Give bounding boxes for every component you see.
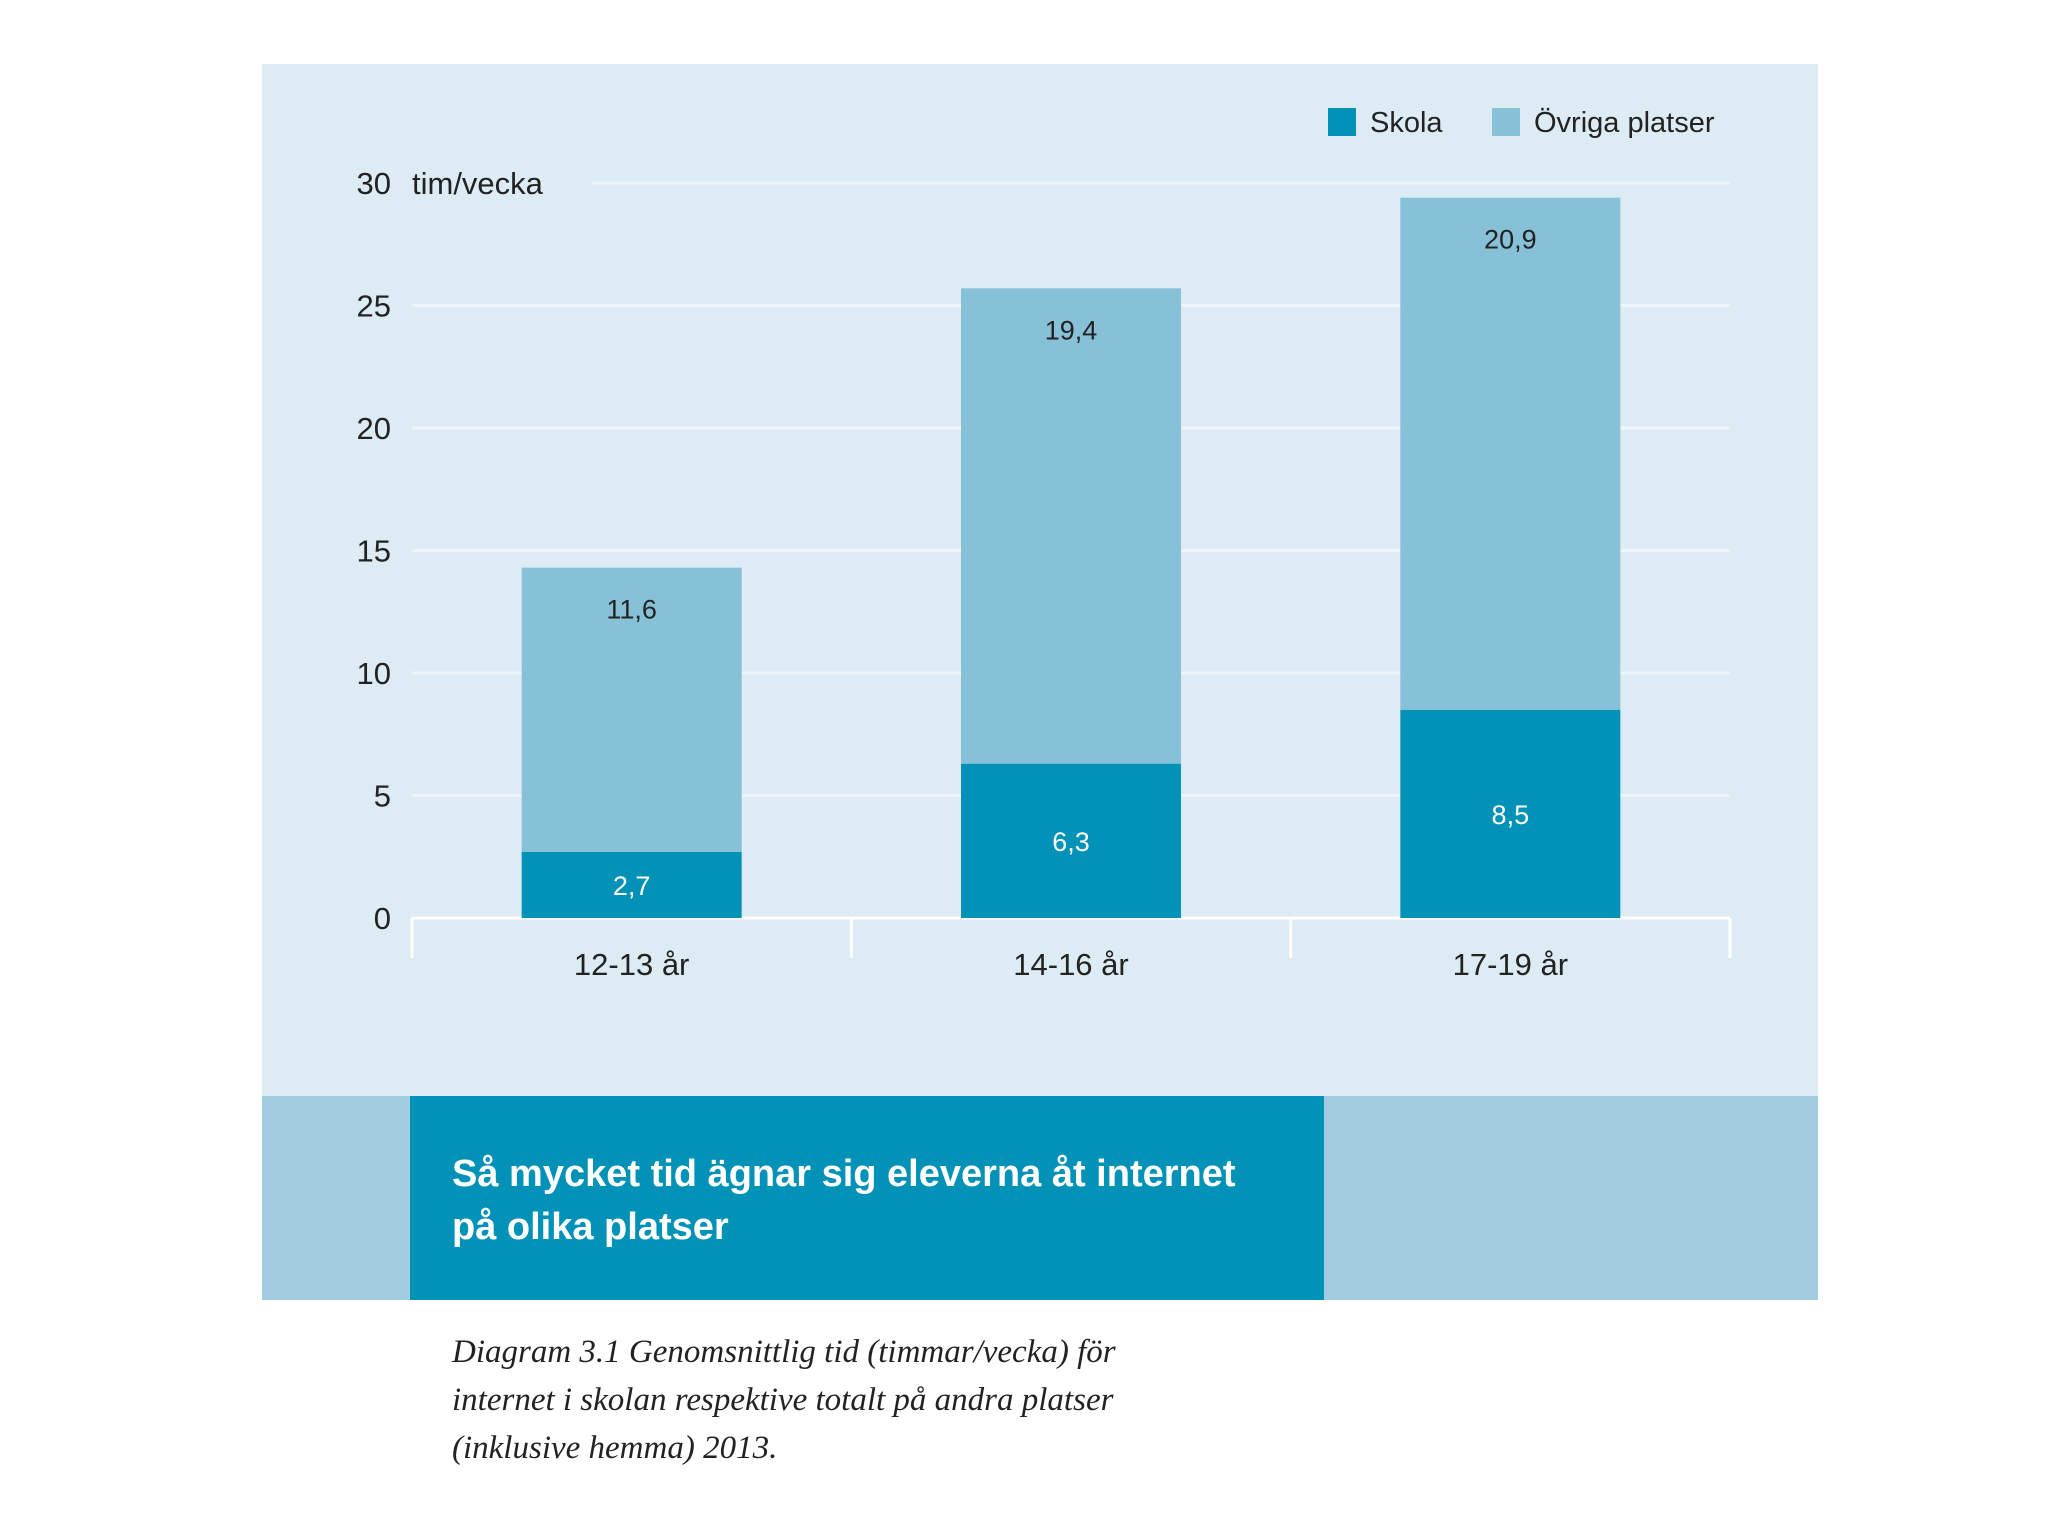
bar-segment-ovriga <box>961 288 1181 764</box>
data-label: 20,9 <box>1484 225 1537 255</box>
title-band: Så mycket tid ägnar sig eleverna åt inte… <box>262 1096 1818 1300</box>
data-label: 19,4 <box>1045 315 1098 345</box>
data-label: 2,7 <box>613 871 651 901</box>
data-label: 8,5 <box>1492 800 1530 830</box>
y-tick-label: 5 <box>374 779 391 814</box>
y-tick-label: 25 <box>357 289 391 324</box>
x-tick-label: 14-16 år <box>1013 947 1128 982</box>
bar-segment-skola <box>961 763 1181 918</box>
bar-segment-skola <box>1400 709 1621 918</box>
stacked-bar-chart: 0 5 10 15 20 25 30 tim/vecka 2,7 11,6 12-13 år 6,3 1… <box>357 107 1732 982</box>
chart-panel: 0 5 10 15 20 25 30 tim/vecka 2,7 11,6 12-13 år 6,3 1… <box>262 64 1818 1096</box>
x-tick-label: 12-13 år <box>574 947 689 982</box>
legend-swatch-ovriga <box>1492 108 1520 136</box>
y-tick-label: 10 <box>357 656 391 691</box>
figure-caption: Diagram 3.1 Genomsnittlig tid (timmar/ve… <box>452 1334 1116 1466</box>
bar-segment-ovriga <box>521 567 742 852</box>
bar-segment-skola <box>521 851 742 918</box>
x-tick-label: 17-19 år <box>1453 947 1568 982</box>
y-tick-label: 30 <box>357 166 391 201</box>
y-axis-label: tim/vecka <box>412 166 544 201</box>
title-box: Så mycket tid ägnar sig eleverna åt inte… <box>410 1096 1324 1300</box>
data-label: 11,6 <box>606 595 657 625</box>
y-tick-label: 20 <box>357 411 391 446</box>
legend-swatch-skola <box>1328 108 1356 136</box>
chart-title: Så mycket tid ägnar sig eleverna åt inte… <box>452 1153 1236 1248</box>
y-tick-label: 15 <box>357 534 391 569</box>
data-label: 6,3 <box>1052 827 1090 857</box>
legend-label-skola: Skola <box>1370 107 1443 139</box>
legend-label-ovriga: Övriga platser <box>1534 107 1715 139</box>
bar-segment-ovriga <box>1400 197 1621 710</box>
y-tick-label: 0 <box>374 901 391 936</box>
